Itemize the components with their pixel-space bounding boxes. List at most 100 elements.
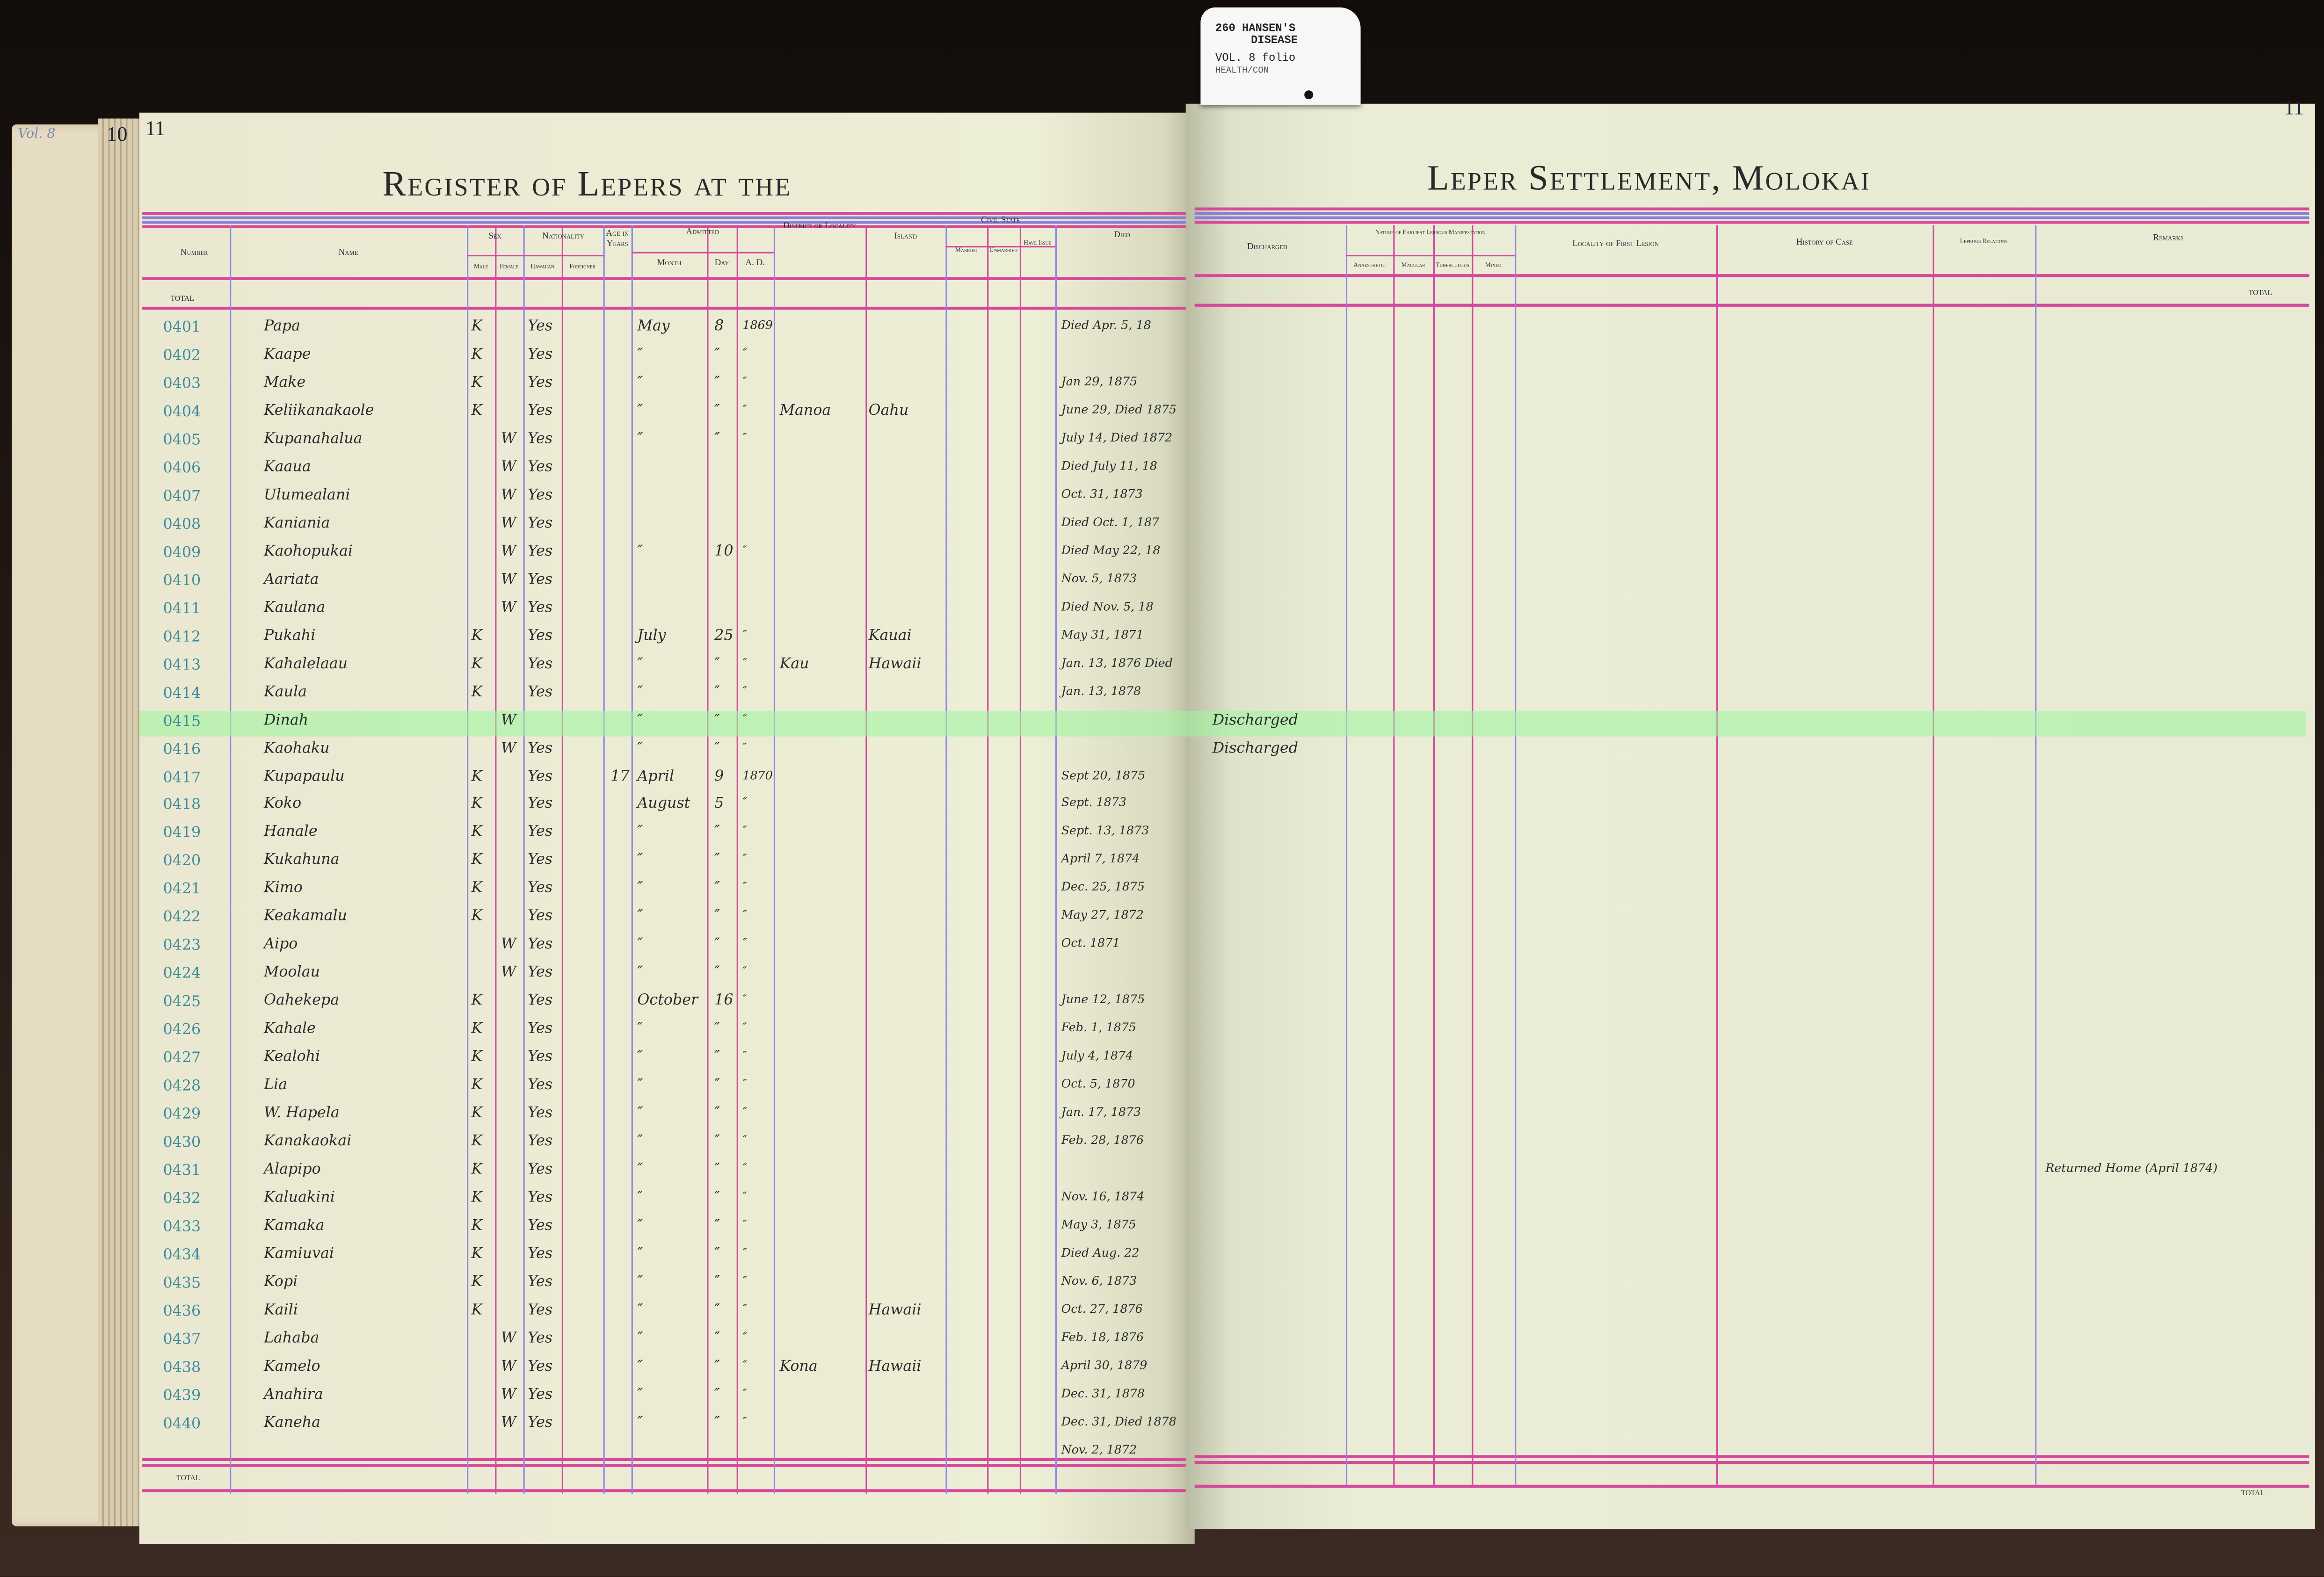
ruled-line <box>142 306 1186 310</box>
cell-month: ″ <box>637 740 643 757</box>
cell-name: Kaniania <box>263 515 330 532</box>
cell-name: Kaaua <box>263 459 311 476</box>
cell-name: Kaohopukai <box>263 543 353 560</box>
column-rule <box>523 225 525 1494</box>
cell-died: Jan. 13, 1878 <box>1061 684 1141 698</box>
cell-day: ″ <box>714 347 720 363</box>
cell-female: W <box>501 740 516 757</box>
ruled-line <box>1194 212 2309 215</box>
cell-name: Kaula <box>263 684 307 701</box>
cell-male: K <box>471 825 483 841</box>
cell-day: ″ <box>714 375 720 391</box>
cell-male: K <box>471 796 483 813</box>
table-row: 0410 Aariata W Yes Nov. 5, 1873 <box>0 569 1137 589</box>
cell-day: ″ <box>714 684 720 701</box>
cell-female: W <box>501 515 516 532</box>
cell-name: Kaohaku <box>263 740 330 757</box>
cell-hawaiian: Yes <box>527 1302 553 1319</box>
column-rule <box>1019 225 1022 1494</box>
cell-month: ″ <box>637 909 643 926</box>
left-page <box>139 112 1195 1544</box>
ruled-line <box>142 212 1186 215</box>
tag-line: DISEASE <box>1251 36 1298 48</box>
cell-ad: ″ <box>742 1078 747 1091</box>
table-row: 0425 Oahekepa K Yes October 16 ″ June 12, 1875 <box>0 990 1145 1011</box>
cell-hawaiian: Yes <box>527 656 553 673</box>
tag-line: HEALTH/CON <box>1215 65 1269 76</box>
cell-name: Kaneha <box>263 1415 321 1432</box>
table-row: 0431 Alapipo K Yes ″ ″ ″ Returned Home (April 1… <box>0 1159 2218 1179</box>
cell-number: 0421 <box>163 882 201 899</box>
cell-number: 0424 <box>163 966 201 983</box>
cell-female: W <box>501 571 516 588</box>
cell-ad: ″ <box>742 347 747 360</box>
cell-hawaiian: Yes <box>527 1049 553 1066</box>
cell-island: Kauai <box>868 628 912 644</box>
cell-ad: ″ <box>742 1274 747 1288</box>
cell-day: ″ <box>714 1218 720 1235</box>
cell-male: K <box>471 909 483 926</box>
tag-line: VOL. 8 folio <box>1215 53 1296 65</box>
ruled-line <box>1194 1455 2309 1458</box>
cell-male: K <box>471 1106 483 1122</box>
cell-ad: ″ <box>742 1415 747 1428</box>
cell-hawaiian: Yes <box>527 825 553 841</box>
table-row: 0409 Kaohopukai W Yes ″ 10 ″ Died May 22, 18 <box>0 541 1161 561</box>
cell-died: Sept 20, 1875 <box>1061 768 1146 782</box>
table-row: 0411 Kaulana W Yes Died Nov. 5, 18 <box>0 597 1154 617</box>
cell-month: ″ <box>637 656 643 673</box>
column-rule <box>773 225 776 1494</box>
cell-ad: ″ <box>742 740 747 754</box>
cell-died: Jan. 17, 1873 <box>1061 1106 1141 1119</box>
header-married: Married <box>955 246 978 253</box>
cell-number: 0425 <box>163 994 201 1011</box>
cell-female: W <box>501 712 516 729</box>
ruled-line <box>1194 1484 2309 1488</box>
cell-number: 0432 <box>163 1191 201 1208</box>
table-row: 0426 Kahale K Yes ″ ″ ″ Feb. 1, 1875 <box>0 1018 1136 1039</box>
ruled-line <box>1194 1461 2309 1464</box>
cell-died: Nov. 6, 1873 <box>1061 1274 1137 1288</box>
cell-number: 0411 <box>163 601 201 618</box>
cell-number: 0414 <box>163 685 201 702</box>
header-unmarried: Unmarried <box>989 246 1018 253</box>
table-row: 0423 Aipo W Yes ″ ″ ″ Oct. 1871 <box>0 934 1120 955</box>
cell-died: April 30, 1879 <box>1061 1359 1147 1372</box>
cell-number: 0406 <box>163 460 201 477</box>
cell-name: Kamelo <box>263 1359 320 1375</box>
cell-month: ″ <box>637 1049 643 1066</box>
table-row: 0422 Keakamalu K Yes ″ ″ ″ May 27, 1872 <box>0 906 1144 926</box>
cell-name: Lahaba <box>263 1330 320 1347</box>
table-row: 0416 Kaohaku W Yes ″ ″ ″ Discharged <box>0 737 1299 758</box>
cell-male: K <box>471 1190 483 1207</box>
cell-name: Kahale <box>263 1021 316 1038</box>
cell-name: Papa <box>263 318 300 335</box>
ruled-line <box>1194 207 2309 210</box>
table-row: 0413 Kahalelaau K Yes ″ ″ ″ Kau Hawaii Jan. 13, 1… <box>0 653 1173 673</box>
cell-died-overflow: Nov. 2, 1872 <box>1061 1443 1137 1456</box>
cell-island: Hawaii <box>868 1359 922 1375</box>
cell-name: Make <box>263 375 306 391</box>
cell-day: ″ <box>714 1049 720 1066</box>
cell-died: Feb. 28, 1876 <box>1061 1134 1144 1147</box>
cell-ad: ″ <box>742 965 747 979</box>
column-rule <box>1932 225 1934 1485</box>
cell-ad: ″ <box>742 993 747 1007</box>
cell-island: Hawaii <box>868 656 922 673</box>
cell-female: W <box>501 965 516 982</box>
cell-number: 0435 <box>163 1275 201 1292</box>
cell-day: ″ <box>714 712 720 729</box>
cell-name: Hanale <box>263 825 318 841</box>
cell-hawaiian: Yes <box>527 515 553 532</box>
cell-died: Died Oct. 1, 187 <box>1061 515 1160 529</box>
cell-ad: ″ <box>742 1049 747 1063</box>
column-rule <box>230 225 232 1494</box>
cell-died: Dec. 31, Died 1878 <box>1061 1415 1177 1428</box>
cell-hawaiian: Yes <box>527 993 553 1010</box>
cell-hawaiian: Yes <box>527 1078 553 1094</box>
cell-day: ″ <box>714 1246 720 1263</box>
header-nationality: Nationality <box>542 232 584 242</box>
right-page-number: 11 <box>2284 98 2304 120</box>
cell-died: Oct. 27, 1876 <box>1061 1302 1143 1316</box>
table-row: 0421 Kimo K Yes ″ ″ ″ Dec. 25, 1875 <box>0 878 1145 898</box>
